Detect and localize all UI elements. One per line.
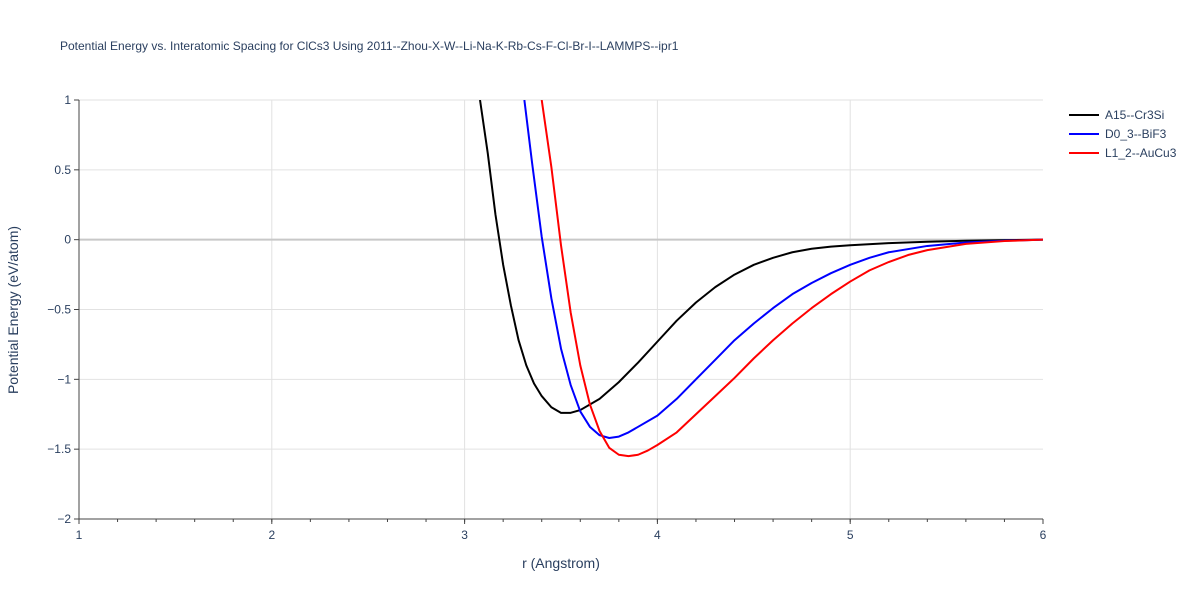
chart-title: Potential Energy vs. Interatomic Spacing…	[60, 39, 679, 53]
y-tick-label: 0.5	[54, 163, 71, 177]
tick-label-layer: 1 2 3 4 5 6 −2 −1.5 −1 −0.5 0 0.5 1	[47, 93, 1046, 542]
legend-item-1[interactable]: D0_3--BiF3	[1069, 127, 1167, 141]
y-tick-label: −1.5	[47, 442, 71, 456]
x-tick-label: 6	[1040, 528, 1047, 542]
legend-label: D0_3--BiF3	[1105, 127, 1167, 141]
x-tick-label: 5	[847, 528, 854, 542]
y-tick-label: −0.5	[47, 303, 71, 317]
x-tick-label: 3	[461, 528, 468, 542]
y-tick-label: −1	[57, 372, 71, 386]
legend-label: L1_2--AuCu3	[1105, 146, 1177, 160]
y-tick-label: −2	[57, 512, 71, 526]
y-tick-label: 1	[64, 93, 71, 107]
y-tick-label: 0	[64, 233, 71, 247]
x-axis-title: r (Angstrom)	[522, 555, 600, 571]
y-axis-title: Potential Energy (eV/atom)	[5, 226, 21, 394]
x-tick-label: 2	[268, 528, 275, 542]
series-layer	[479, 100, 1043, 458]
legend-label: A15--Cr3Si	[1105, 108, 1164, 122]
series-line-0[interactable]	[479, 100, 1043, 414]
x-tick-label: 1	[76, 528, 83, 542]
legend-item-2[interactable]: L1_2--AuCu3	[1069, 146, 1177, 160]
grid-layer	[79, 99, 1043, 519]
axes-layer	[74, 99, 1044, 524]
x-tick-label: 4	[654, 528, 661, 542]
series-line-1[interactable]	[523, 100, 1043, 439]
legend[interactable]: A15--Cr3Si D0_3--BiF3 L1_2--AuCu3	[1069, 108, 1177, 160]
series-line-2[interactable]	[540, 100, 1043, 458]
legend-item-0[interactable]: A15--Cr3Si	[1069, 108, 1164, 122]
